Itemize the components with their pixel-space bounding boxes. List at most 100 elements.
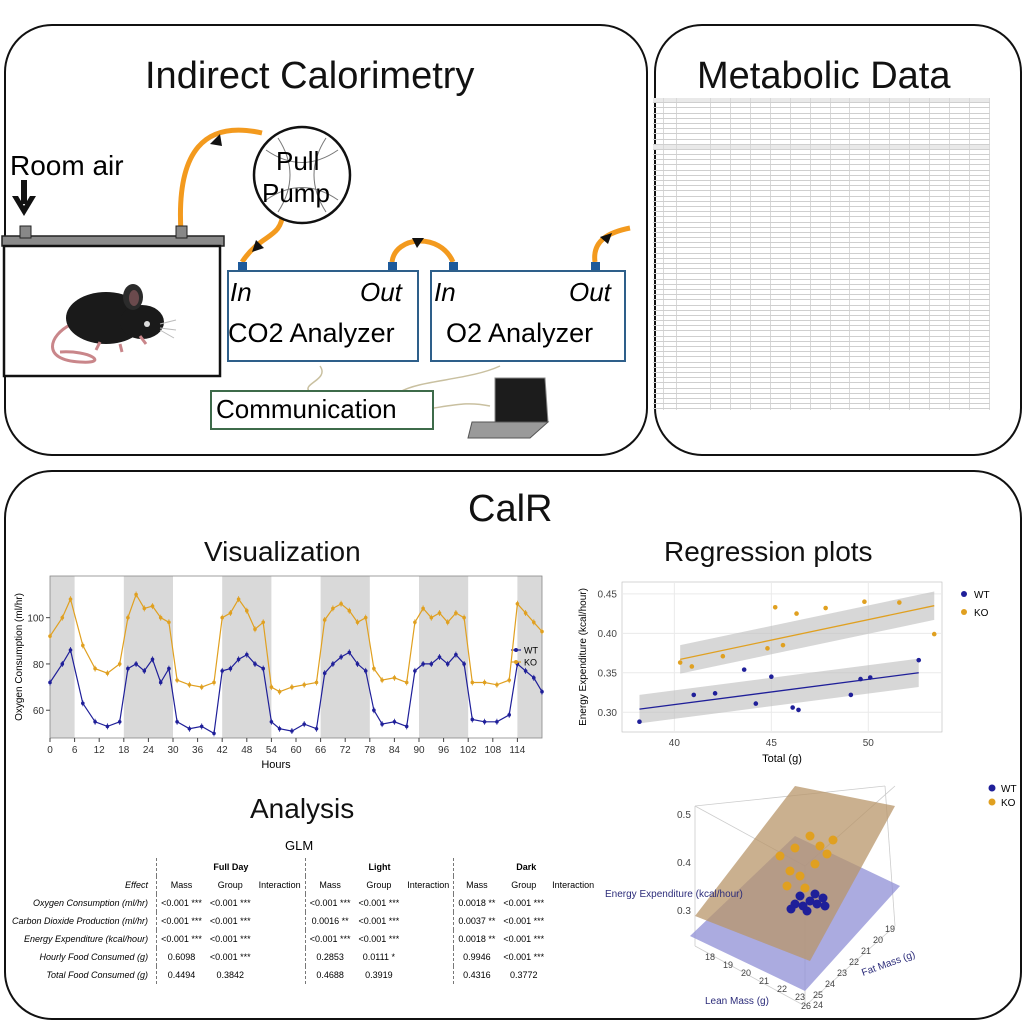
- glm-effect-header: Effect: [125, 880, 149, 890]
- y-tick-label: 26: [801, 1001, 811, 1011]
- spreadsheet-cell: [890, 341, 911, 346]
- spreadsheet-cell: [731, 149, 751, 155]
- spreadsheet-cell: [970, 103, 990, 108]
- spreadsheet-cell: [831, 191, 851, 196]
- spreadsheet-row: [653, 336, 990, 342]
- y-tick-label: 0.40: [598, 629, 618, 640]
- spreadsheet-cell: [711, 409, 731, 410]
- x-axis-label: Total (g): [762, 753, 802, 765]
- spreadsheet-cell: [831, 165, 851, 170]
- spreadsheet-cell: [850, 134, 871, 139]
- spreadsheet-cell: [711, 398, 731, 404]
- spreadsheet-cell: [731, 388, 751, 393]
- spreadsheet-cell: [731, 372, 751, 378]
- spreadsheet-cell: [664, 352, 677, 357]
- spreadsheet-cell: [677, 331, 711, 336]
- spreadsheet-cell: [950, 144, 970, 149]
- spreadsheet-cell: [751, 404, 771, 409]
- data-point-ko: [81, 643, 85, 648]
- spreadsheet-cell: [950, 264, 970, 269]
- data-point-ko: [199, 685, 204, 689]
- spreadsheet-cell: [771, 383, 791, 388]
- spreadsheet-cell: [811, 393, 831, 398]
- spreadsheet-cell: [811, 404, 831, 409]
- data-point-ko: [421, 606, 425, 611]
- spreadsheet-cell: [850, 295, 871, 300]
- spreadsheet-cell: [771, 393, 791, 398]
- spreadsheet-cell: [653, 398, 664, 404]
- spreadsheet-cell: [751, 331, 771, 336]
- spreadsheet-row: [653, 253, 990, 259]
- spreadsheet-cell: [950, 378, 970, 383]
- spreadsheet-cell: [811, 383, 831, 388]
- spreadsheet-cell: [811, 238, 831, 243]
- spreadsheet-cell: [870, 165, 891, 170]
- spreadsheet-cell: [751, 352, 771, 357]
- spreadsheet-cell: [811, 113, 831, 118]
- spreadsheet-row: [653, 362, 990, 368]
- spreadsheet-cell: [664, 118, 677, 123]
- spreadsheet-row: [653, 388, 990, 394]
- spreadsheet-cell: [831, 160, 851, 165]
- spreadsheet-cell: [653, 123, 664, 129]
- spreadsheet-cell: [771, 295, 791, 300]
- spreadsheet-cell: [751, 274, 771, 279]
- data-point-ko: [823, 605, 828, 611]
- spreadsheet-row: [653, 181, 990, 187]
- spreadsheet-cell: [731, 331, 751, 336]
- spreadsheet-cell: [970, 149, 990, 155]
- x-tick-label: 24: [813, 1000, 823, 1010]
- spreadsheet-cell: [850, 274, 871, 279]
- spreadsheet-row: [653, 409, 990, 410]
- spreadsheet-cell: [711, 232, 731, 238]
- spreadsheet-cell: [910, 404, 931, 409]
- spreadsheet-cell: [751, 144, 771, 149]
- spreadsheet-cell: [711, 404, 731, 409]
- spreadsheet-cell: [653, 326, 664, 331]
- spreadsheet-cell: [831, 170, 851, 175]
- spreadsheet-cell: [890, 155, 911, 160]
- spreadsheet-cell: [711, 123, 731, 129]
- data-point-ko: [720, 653, 726, 659]
- spreadsheet-cell: [791, 264, 811, 269]
- spreadsheet-cell: [664, 186, 677, 191]
- spreadsheet-cell: [811, 118, 831, 123]
- spreadsheet-cell: [711, 196, 731, 201]
- spreadsheet-cell: [653, 331, 664, 336]
- spreadsheet-cell: [664, 347, 677, 352]
- spreadsheet-row: [653, 144, 990, 150]
- glm-column-header: Group: [366, 880, 392, 890]
- spreadsheet-cell: [751, 212, 771, 217]
- spreadsheet-cell: [850, 139, 871, 144]
- glm-cell: <0.001 ***: [309, 934, 351, 944]
- legend-label-ko: KO: [524, 658, 537, 668]
- co2-out-label: Out: [360, 277, 402, 307]
- spreadsheet-cell: [751, 284, 771, 289]
- data-point-ko: [677, 660, 683, 665]
- regression-title: Regression plots: [664, 536, 873, 567]
- spreadsheet-cell: [831, 409, 851, 410]
- spreadsheet-cell: [711, 378, 731, 383]
- spreadsheet-cell: [890, 139, 911, 144]
- spreadsheet-cell: [791, 201, 811, 206]
- spreadsheet-cell: [890, 310, 911, 315]
- spreadsheet-cell: [711, 321, 731, 326]
- spreadsheet-cell: [910, 279, 931, 284]
- spreadsheet-cell: [664, 284, 677, 289]
- spreadsheet-cell: [771, 243, 791, 248]
- data-point-wt: [848, 692, 854, 698]
- spreadsheet-cell: [811, 398, 831, 404]
- spreadsheet-cell: [970, 175, 990, 180]
- spreadsheet-row: [653, 331, 990, 337]
- spreadsheet-cell: [751, 279, 771, 284]
- data-point-ko: [780, 642, 786, 648]
- spreadsheet-cell: [910, 123, 931, 129]
- spreadsheet-cell: [850, 248, 871, 253]
- spreadsheet-cell: [664, 232, 677, 238]
- spreadsheet-cell: [850, 404, 871, 409]
- spreadsheet-cell: [831, 372, 851, 378]
- spreadsheet-cell: [930, 175, 951, 180]
- data-point-wt: [691, 692, 697, 698]
- spreadsheet-cell: [751, 264, 771, 269]
- spreadsheet-cell: [870, 118, 891, 123]
